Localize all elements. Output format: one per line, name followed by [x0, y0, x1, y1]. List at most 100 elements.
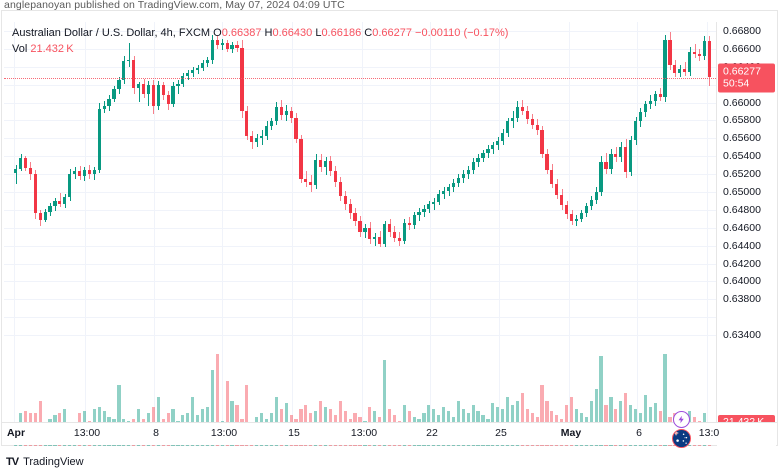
candle-body	[77, 171, 82, 176]
vertical-gridline	[362, 22, 363, 446]
volume-bar	[210, 370, 214, 446]
volume-bar	[506, 396, 510, 446]
volume-bar	[599, 356, 603, 446]
legend-volume-row: Vol 21.432 K	[12, 42, 508, 57]
candle-body	[692, 51, 697, 55]
current-price-value: 0.66277	[723, 65, 761, 78]
horizontal-gridline	[4, 191, 718, 193]
candle-body	[23, 157, 28, 168]
volume-bar	[624, 392, 628, 446]
candle-body	[171, 86, 175, 105]
horizontal-gridline	[4, 281, 718, 283]
candle-body	[412, 215, 416, 226]
candle-body	[515, 106, 520, 118]
candle-body	[200, 63, 205, 68]
candle-body	[269, 121, 274, 126]
time-tick-label: 22	[426, 427, 438, 439]
australia-flag-icon[interactable]	[672, 429, 691, 448]
candle-body	[328, 160, 333, 172]
volume-bar	[156, 396, 160, 446]
candle-body	[461, 174, 465, 178]
candle-body	[673, 64, 677, 73]
price-tick-label: 0.64400	[723, 239, 761, 252]
candle-body	[240, 47, 244, 112]
candle-body	[624, 147, 628, 173]
candle-body	[697, 54, 702, 56]
candle-body	[191, 70, 195, 73]
price-scale[interactable]: 0.668000.666000.664000.660000.658000.656…	[716, 22, 776, 446]
candle-body	[501, 132, 505, 141]
candle-body	[82, 169, 87, 176]
candle-body	[333, 171, 337, 183]
volume-bar	[643, 394, 647, 446]
candle-body	[614, 154, 618, 158]
candle-body	[309, 182, 313, 185]
horizontal-gridline	[4, 335, 718, 337]
price-tick-label: 0.64000	[723, 275, 761, 288]
vertical-gridline	[707, 22, 708, 446]
chart-plot-area[interactable]	[4, 22, 718, 446]
candle-body	[230, 45, 234, 49]
candle-body	[289, 111, 293, 118]
candle-body	[87, 169, 91, 175]
candle-body	[530, 119, 534, 125]
candle-body	[555, 183, 559, 195]
horizontal-gridline	[4, 138, 718, 140]
candle-body	[407, 223, 411, 226]
candle-body	[422, 208, 426, 212]
candle-body	[122, 61, 126, 81]
price-tick-label: 0.64600	[723, 221, 761, 234]
candle-body	[338, 182, 342, 197]
candle-body	[48, 206, 52, 212]
price-tick-label: 0.63800	[723, 293, 761, 306]
candle-body	[560, 194, 564, 206]
candle-body	[314, 159, 318, 185]
lightning-bolt-icon[interactable]	[673, 411, 690, 428]
candle-body	[73, 171, 77, 175]
vertical-gridline	[14, 22, 15, 446]
chart-frame: Australian Dollar / U.S. Dollar, 4h, FXC…	[1, 10, 778, 448]
candle-body	[255, 138, 259, 142]
price-tick-label: 0.63400	[723, 329, 761, 342]
candle-body	[18, 157, 23, 169]
legend-volume-value: 21.432 K	[30, 42, 74, 55]
candle-body	[343, 196, 347, 205]
tradingview-mark: TV	[6, 456, 19, 468]
candle-body	[294, 117, 298, 140]
current-price-tag[interactable]: 0.66277 50:54	[718, 63, 775, 93]
candle-wick	[576, 215, 578, 226]
time-tick-label: 8	[153, 427, 159, 439]
candle-body	[565, 205, 569, 215]
candle-body	[481, 153, 485, 158]
candle-body	[486, 149, 490, 154]
candle-body	[43, 211, 47, 220]
candle-body	[363, 227, 367, 233]
candle-body	[166, 95, 170, 105]
candle-wick	[128, 43, 130, 67]
candle-body	[107, 98, 111, 107]
tradingview-logo: TV TradingView	[6, 456, 84, 468]
volume-bar	[191, 396, 195, 446]
candle-wick	[148, 81, 150, 107]
legend-symbol: Australian Dollar / U.S. Dollar, 4h, FXC…	[12, 27, 211, 39]
horizontal-gridline	[4, 84, 718, 86]
volume-bar	[520, 392, 524, 446]
legend-close-value: 0.66277	[372, 27, 412, 39]
candle-body	[378, 236, 382, 244]
time-scale[interactable]: Apr 13:00 8 13:00 15 13:00 22 25 May 6 13:0	[2, 422, 777, 445]
candle-body	[456, 177, 460, 183]
candle-body	[132, 59, 136, 89]
legend-low-label: L	[315, 27, 322, 39]
volume-bar	[540, 384, 544, 446]
candle-body	[323, 160, 328, 167]
candle-body	[707, 40, 711, 78]
price-tick-label: 0.65800	[723, 114, 761, 127]
volume-bar	[117, 384, 121, 446]
candle-body	[550, 169, 554, 184]
time-tick-label: 25	[495, 427, 507, 439]
candle-body	[151, 84, 155, 107]
legend-ohlc-row: Australian Dollar / U.S. Dollar, 4h, FXC…	[12, 26, 508, 41]
candle-body	[260, 136, 264, 139]
candle-body	[688, 51, 692, 73]
vertical-gridline	[154, 22, 155, 446]
